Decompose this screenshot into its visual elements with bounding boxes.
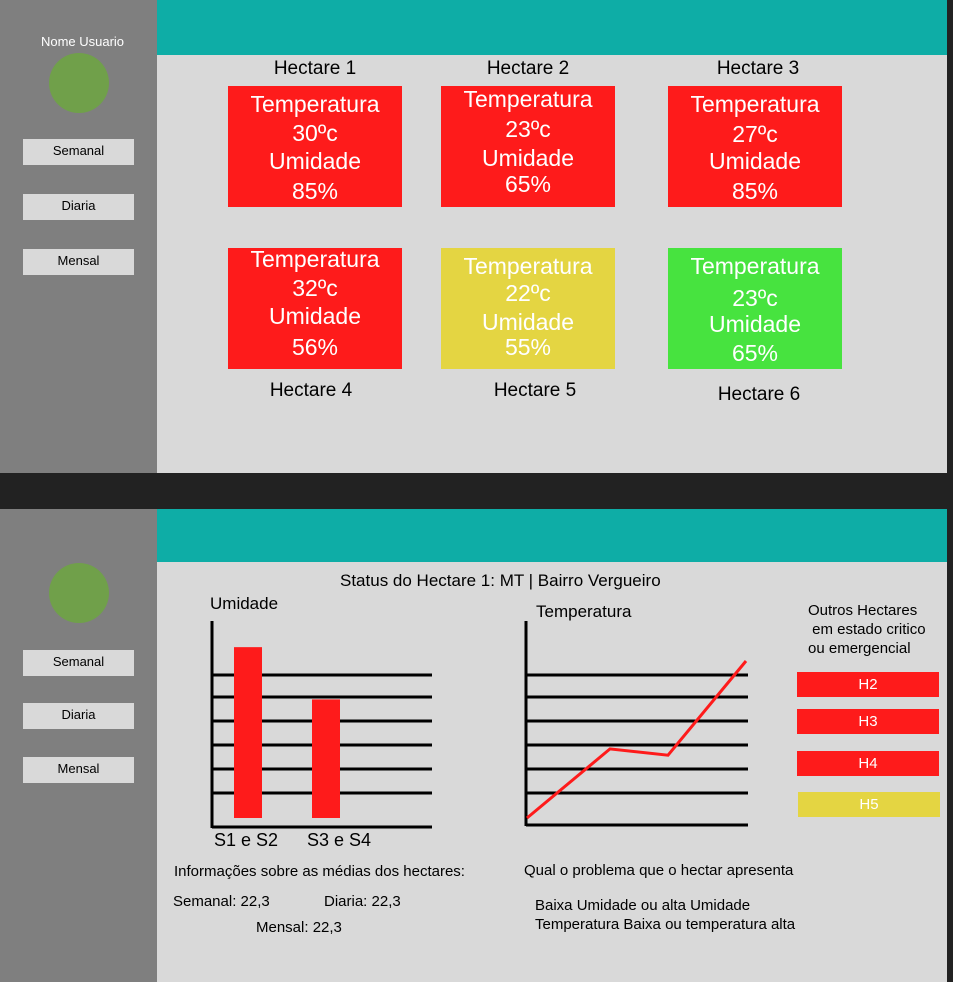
humidity-chart-title: Umidade bbox=[210, 594, 279, 613]
average-weekly: Semanal: 22,3 bbox=[173, 893, 270, 910]
humidity-value: 55% bbox=[504, 334, 552, 360]
sidebar: Nome Usuario Semanal Diaria Mensal bbox=[0, 0, 157, 473]
top-bar bbox=[157, 509, 947, 562]
hectare-3-label: Hectare 3 bbox=[716, 58, 800, 79]
hectare-1-label: Hectare 1 bbox=[273, 58, 357, 79]
temperature-label: Temperatura bbox=[690, 91, 820, 117]
weekly-button[interactable]: Semanal bbox=[23, 139, 134, 165]
critical-title-line-1: Outros Hectares bbox=[808, 602, 918, 619]
hectare-4-card[interactable]: Temperatura 32ºc Umidade 56% bbox=[228, 246, 402, 369]
hectare-6-label: Hectare 6 bbox=[717, 384, 801, 405]
daily-button[interactable]: Diaria bbox=[23, 194, 134, 220]
humidity-x-tick-label: S3 e S4 bbox=[307, 830, 371, 847]
critical-hectares-title: Outros Hectares em estado critico ou eme… bbox=[808, 601, 926, 658]
temperature-value: 27ºc bbox=[732, 121, 778, 147]
critical-hectare-h2-button[interactable]: H2 bbox=[797, 672, 939, 697]
temperature-label: Temperatura bbox=[250, 246, 380, 272]
temperature-series-line bbox=[526, 660, 748, 820]
monthly-button[interactable]: Mensal bbox=[23, 757, 134, 783]
problem-title: Qual o problema que o hectar apresenta bbox=[524, 862, 794, 879]
critical-hectare-h3-button[interactable]: H3 bbox=[797, 709, 939, 734]
temperature-value: 32ºc bbox=[292, 275, 338, 301]
monthly-button[interactable]: Mensal bbox=[23, 249, 134, 275]
critical-hectare-h5-button[interactable]: H5 bbox=[798, 792, 940, 817]
humidity-x-tick-label: S1 e S2 bbox=[214, 830, 278, 847]
humidity-label: Umidade bbox=[708, 148, 802, 174]
humidity-value: 65% bbox=[731, 340, 779, 366]
hectare-2-label: Hectare 2 bbox=[486, 58, 570, 79]
average-daily: Diaria: 22,3 bbox=[324, 893, 401, 910]
humidity-bar-2 bbox=[312, 699, 340, 818]
hectare-2-card[interactable]: Temperatura 23ºc Umidade 65% bbox=[441, 86, 615, 207]
avatar[interactable] bbox=[49, 53, 109, 113]
hectare-5-label: Hectare 5 bbox=[493, 380, 577, 401]
humidity-value: 85% bbox=[291, 178, 339, 204]
dashboard-panel: Nome Usuario Semanal Diaria Mensal Hecta… bbox=[0, 0, 947, 473]
humidity-label: Umidade bbox=[708, 311, 802, 337]
humidity-label: Umidade bbox=[268, 148, 362, 174]
temperature-label: Temperatura bbox=[250, 91, 380, 117]
temperature-value: 23ºc bbox=[505, 116, 551, 142]
humidity-bar-1 bbox=[234, 647, 262, 818]
temperature-value: 30ºc bbox=[292, 120, 338, 146]
temperature-value: 23ºc bbox=[732, 285, 778, 311]
temperature-label: Temperatura bbox=[690, 253, 820, 279]
humidity-label: Umidade bbox=[268, 303, 362, 329]
sidebar: Semanal Diaria Mensal bbox=[0, 509, 157, 982]
humidity-bar-chart: S1 e S2 S3 e S4 bbox=[210, 621, 432, 847]
avatar[interactable] bbox=[49, 563, 109, 623]
problem-line-1: Baixa Umidade ou alta Umidade bbox=[535, 897, 751, 914]
critical-title-line-2: em estado critico bbox=[808, 621, 926, 638]
temperature-chart-title: Temperatura bbox=[536, 602, 632, 621]
hectare-4-label: Hectare 4 bbox=[269, 380, 353, 401]
humidity-value: 85% bbox=[731, 178, 779, 204]
critical-hectare-h4-button[interactable]: H4 bbox=[797, 751, 939, 776]
temperature-value: 22ºc bbox=[505, 280, 551, 306]
hectare-detail-panel: Semanal Diaria Mensal Status do Hectare … bbox=[0, 509, 947, 982]
humidity-value: 56% bbox=[291, 334, 339, 360]
hectare-6-card[interactable]: Temperatura 23ºc Umidade 65% bbox=[668, 248, 842, 369]
hectare-5-card[interactable]: Temperatura 22ºc Umidade 55% bbox=[441, 248, 615, 369]
hectare-1-card[interactable]: Temperatura 30ºc Umidade 85% bbox=[228, 86, 402, 207]
temperature-line-chart bbox=[524, 621, 748, 827]
user-name: Nome Usuario bbox=[40, 34, 125, 49]
weekly-button[interactable]: Semanal bbox=[23, 650, 134, 676]
top-bar bbox=[157, 0, 947, 55]
humidity-value: 65% bbox=[504, 171, 552, 197]
humidity-label: Umidade bbox=[481, 145, 575, 171]
daily-button[interactable]: Diaria bbox=[23, 703, 134, 729]
problem-line-2: Temperatura Baixa ou temperatura alta bbox=[535, 916, 796, 933]
averages-title: Informações sobre as médias dos hectares… bbox=[174, 863, 465, 880]
hectare-3-card[interactable]: Temperatura 27ºc Umidade 85% bbox=[668, 86, 842, 207]
average-monthly: Mensal: 22,3 bbox=[256, 919, 342, 936]
temperature-label: Temperatura bbox=[463, 86, 593, 112]
humidity-label: Umidade bbox=[481, 309, 575, 335]
temperature-label: Temperatura bbox=[463, 253, 593, 279]
status-title: Status do Hectare 1: MT | Bairro Verguei… bbox=[340, 571, 661, 590]
critical-title-line-3: ou emergencial bbox=[808, 640, 911, 657]
